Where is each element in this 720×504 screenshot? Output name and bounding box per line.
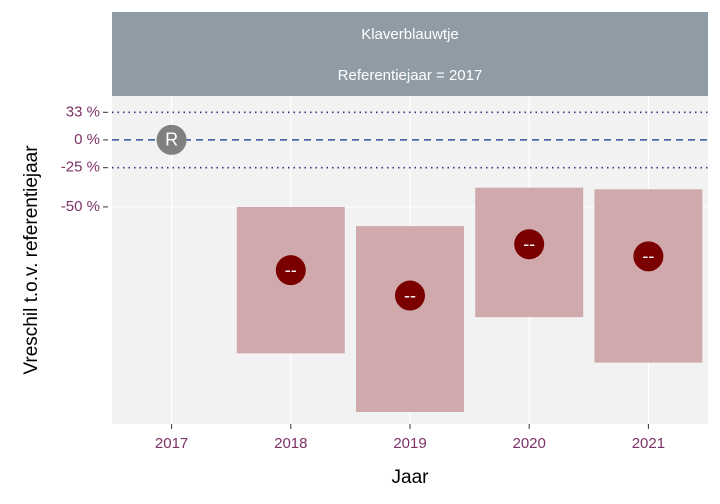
point xyxy=(395,280,425,311)
interval xyxy=(356,226,464,413)
x-tick-label: 2018 xyxy=(274,435,307,452)
y-tick-label: -50 % xyxy=(61,198,100,215)
point xyxy=(514,229,545,260)
point-label: -- xyxy=(642,246,654,266)
point-label: R xyxy=(165,130,178,150)
y-tick-label: -25 % xyxy=(61,159,100,176)
point-label: -- xyxy=(523,234,535,254)
point xyxy=(275,255,306,286)
y-axis-title: Vreschil t.o.v. referentiejaar xyxy=(21,145,42,375)
x-tick-label: 2020 xyxy=(513,435,546,452)
strip-subtitle: Referentiejaar = 2017 xyxy=(338,67,483,84)
point-label: -- xyxy=(404,285,416,305)
x-tick-label: 2017 xyxy=(155,435,188,452)
x-axis-title: Jaar xyxy=(392,467,430,488)
x-tick-label: 2021 xyxy=(632,435,665,452)
y-tick-label: 0 % xyxy=(74,131,100,148)
point xyxy=(156,124,187,155)
strip xyxy=(112,12,708,96)
strip-title: Klaverblauwtje xyxy=(361,26,459,43)
point-label: -- xyxy=(285,260,297,280)
point xyxy=(633,241,664,272)
x-tick-label: 2019 xyxy=(393,435,426,452)
interval xyxy=(594,189,703,363)
y-tick-label: 33 % xyxy=(66,103,100,120)
